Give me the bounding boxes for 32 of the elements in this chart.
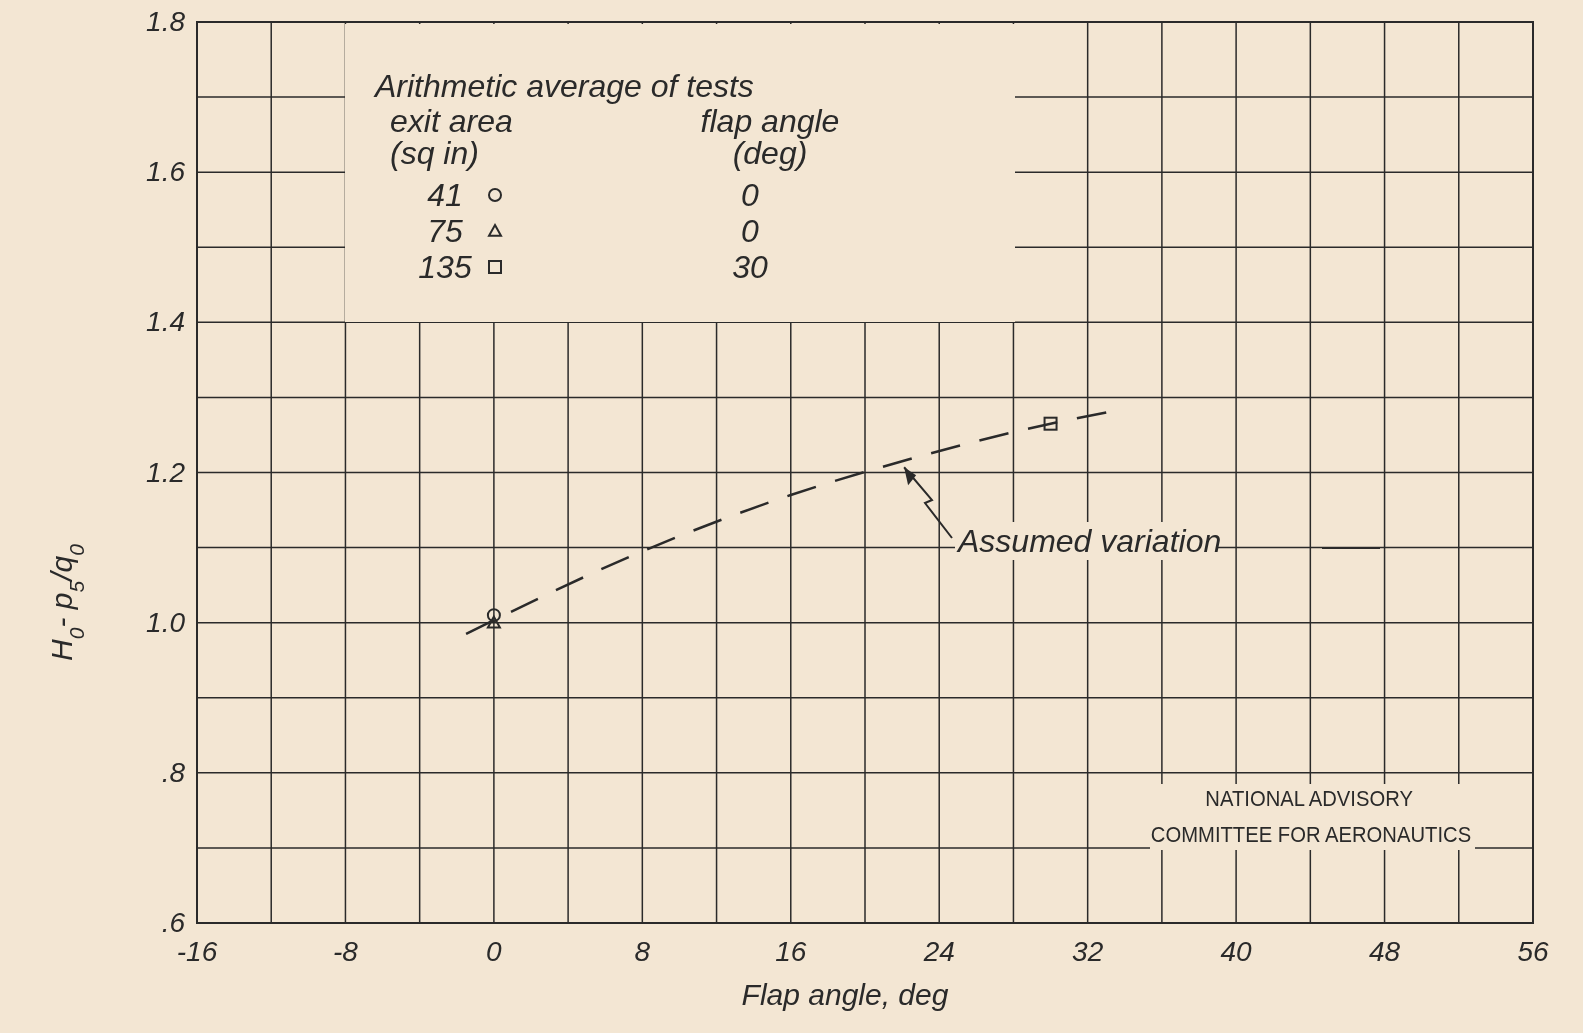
x-tick-label: 32 — [1072, 936, 1104, 967]
annotation: 0 — [741, 213, 760, 249]
annotation: COMMITTEE FOR AERONAUTICS — [1150, 822, 1472, 847]
legend-label: 75 — [427, 213, 463, 249]
x-tick-label: 24 — [922, 936, 955, 967]
y-tick-label: .8 — [161, 756, 186, 788]
annotation: 30 — [732, 249, 768, 285]
x-tick-label: 0 — [486, 936, 503, 967]
annotation: flap angle — [700, 103, 840, 139]
x-tick-label: -16 — [176, 936, 218, 967]
y-tick-label: 1.2 — [146, 456, 186, 488]
x-tick-label: 56 — [1517, 936, 1549, 967]
x-axis-title: Flap angle, deg — [741, 978, 949, 1011]
x-tick-label: -8 — [332, 936, 359, 967]
y-tick-label: 1.4 — [146, 306, 185, 338]
point — [486, 608, 501, 623]
y-tick-label: 1.8 — [146, 6, 186, 37]
legend-title: Arithmetic average of tests — [373, 68, 754, 104]
legend-label: 135 — [418, 249, 472, 285]
y-tick-label: 1.0 — [146, 606, 186, 638]
x-tick-label: 8 — [634, 936, 651, 967]
x-tick-label: 40 — [1220, 936, 1253, 967]
legend-label: 41 — [427, 177, 463, 213]
annotation: NATIONAL ADVISORY — [1205, 786, 1413, 811]
x-tick-label: 16 — [775, 936, 807, 967]
x-tick-label: 48 — [1368, 936, 1401, 967]
annotation: Assumed variation — [956, 523, 1222, 559]
y-tick-label: 1.6 — [146, 156, 186, 188]
annotation: 0 — [741, 177, 760, 213]
y-tick-label: .6 — [161, 907, 186, 938]
point — [486, 615, 501, 629]
point — [1043, 416, 1058, 431]
